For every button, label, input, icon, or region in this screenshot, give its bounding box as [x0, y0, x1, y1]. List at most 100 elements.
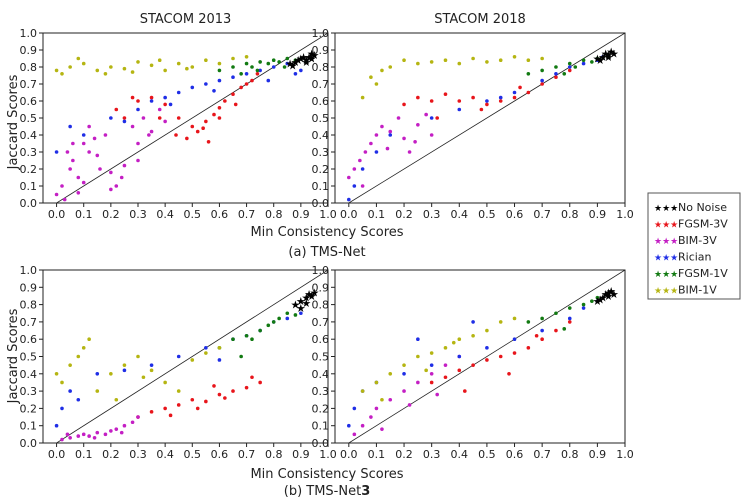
data-point — [95, 389, 100, 393]
x-tick-label: 1.0 — [319, 448, 337, 461]
data-point — [65, 150, 70, 154]
data-point — [190, 85, 195, 90]
data-point — [374, 406, 379, 411]
x-tick-label: 0.9 — [589, 448, 607, 461]
data-point — [443, 363, 448, 367]
data-point — [457, 368, 462, 373]
data-point — [130, 70, 135, 74]
data-point — [424, 112, 428, 117]
data-point — [244, 82, 249, 86]
legend-label: BIM-3V — [678, 234, 717, 247]
y-tick-label: 0.8 — [20, 61, 38, 74]
data-point — [385, 146, 390, 151]
panel-b-left: 0.0 0.1 0.2 0.3 0.4 0.5 0.6 0.7 0.8 0.9 1.00.00.10… — [20, 264, 337, 461]
x-tick-label: 1.0 — [616, 448, 634, 461]
ylabel-top: Jaccard Scores — [6, 74, 21, 170]
data-point — [87, 150, 91, 154]
panel-title: STACOM 2013 — [140, 12, 232, 27]
x-tick-label: 0.1 — [75, 208, 93, 221]
y-tick-label: 0.9 — [312, 44, 330, 57]
data-point — [244, 72, 249, 76]
x-tick-label: 0.8 — [561, 448, 579, 461]
legend-label: FGSM-3V — [678, 218, 728, 231]
y-tick-label: 0.8 — [312, 61, 330, 74]
x-tick-label: 0.7 — [533, 208, 551, 221]
x-tick-label: 0.9 — [292, 448, 310, 461]
data-point — [498, 320, 503, 324]
data-point — [485, 60, 489, 64]
data-point — [595, 295, 600, 300]
x-tick-label: 0.3 — [423, 448, 441, 461]
y-tick-label: 1.0 — [20, 27, 38, 40]
x-tick-label: 0.5 — [184, 208, 202, 221]
data-point: ★ — [592, 53, 602, 66]
data-point — [109, 429, 113, 433]
legend-marker: ★★★ — [654, 221, 678, 231]
data-point — [204, 82, 208, 86]
data-point — [217, 68, 222, 73]
data-point — [255, 68, 260, 73]
data-point — [109, 65, 113, 69]
data-point — [206, 140, 211, 144]
x-tick-label: 0.4 — [156, 208, 174, 221]
data-point — [388, 133, 393, 137]
diagonal-line — [56, 270, 328, 443]
data-point — [388, 372, 393, 376]
y-tick-label: 0.2 — [312, 163, 330, 176]
data-point — [567, 306, 572, 310]
data-point — [407, 150, 412, 154]
data-point — [512, 337, 517, 342]
y-tick-label: 0.3 — [20, 385, 38, 398]
series-no-noise: ★★★★★★★★ — [592, 46, 619, 67]
data-point — [485, 346, 489, 350]
data-point — [141, 116, 146, 120]
data-point: ★ — [293, 54, 303, 67]
series-fgsm-1v — [526, 295, 600, 331]
legend-item: ★★★ BIM-1V — [654, 284, 717, 297]
data-point — [174, 133, 178, 137]
data-point — [590, 60, 594, 64]
data-point — [416, 354, 420, 359]
data-point — [231, 337, 235, 342]
data-point — [485, 358, 489, 362]
data-point — [176, 403, 181, 407]
data-point — [81, 432, 86, 437]
series-bim-3v — [54, 107, 167, 202]
data-point — [424, 368, 428, 373]
data-point — [68, 363, 72, 367]
data-point — [435, 116, 439, 120]
data-point — [119, 175, 124, 180]
data-point — [347, 197, 351, 202]
data-point — [471, 320, 475, 324]
x-tick-label: 0.2 — [395, 208, 413, 221]
data-point: ★ — [301, 297, 311, 310]
data-point — [109, 116, 113, 120]
data-point — [244, 385, 249, 390]
data-point — [185, 136, 189, 141]
data-point — [255, 72, 260, 76]
data-point — [471, 95, 475, 100]
data-point — [176, 116, 181, 120]
y-tick-label: 0.8 — [20, 299, 38, 312]
caption-b-prefix: (b) TMS-Net — [284, 484, 361, 498]
data-point — [567, 61, 572, 66]
data-point — [601, 55, 605, 59]
data-point — [122, 66, 127, 71]
data-point — [271, 320, 276, 324]
data-point — [103, 72, 108, 76]
y-tick-label: 0.6 — [20, 95, 38, 108]
data-point — [223, 396, 227, 400]
legend-item: ★★★ FGSM-1V — [654, 267, 728, 280]
data-point — [239, 85, 243, 90]
data-point — [204, 351, 208, 355]
data-point — [195, 406, 200, 411]
data-point — [277, 60, 281, 64]
data-point — [285, 56, 290, 61]
data-point — [435, 392, 439, 397]
data-point — [369, 75, 373, 79]
data-point — [190, 65, 195, 69]
xlabel-bottom: Min Consistency Scores — [250, 467, 403, 482]
data-point: ★ — [307, 53, 317, 66]
y-tick-label: 0.0 — [312, 437, 330, 450]
legend-label: FGSM-1V — [678, 267, 728, 280]
